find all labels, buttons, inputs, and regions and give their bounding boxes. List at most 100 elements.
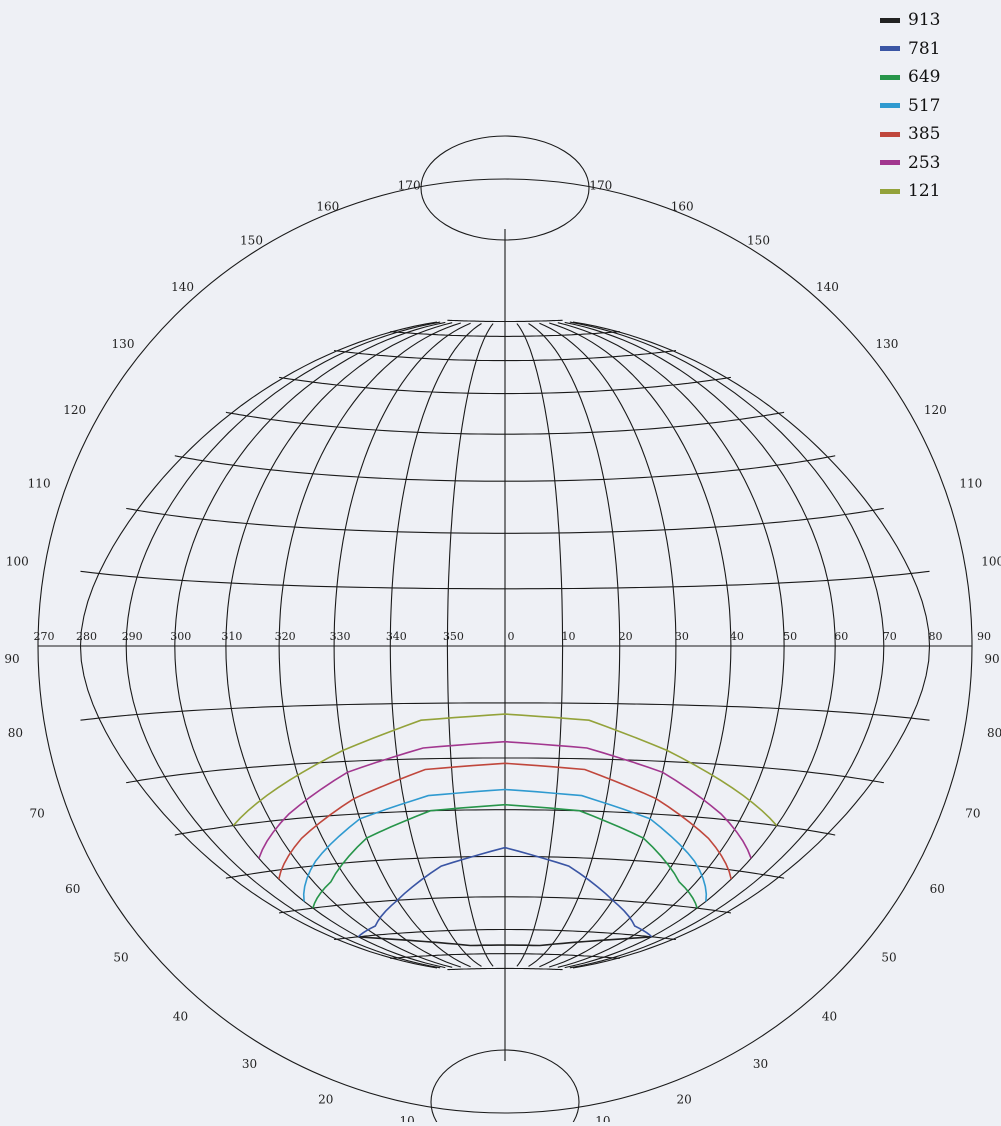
azimuth-label: 340 — [386, 630, 407, 643]
legend-label: 781 — [908, 38, 941, 59]
legend-item: 913 — [880, 6, 940, 35]
azimuth-label: 10 — [562, 630, 576, 643]
azimuth-label: 20 — [619, 630, 633, 643]
legend-item: 253 — [880, 149, 940, 178]
gamma-label-left: 150 — [240, 233, 263, 247]
c-plane-meridian — [549, 322, 732, 968]
gamma-label-right: 40 — [822, 1009, 837, 1023]
gamma-label-left: 50 — [113, 950, 128, 964]
legend-item: 517 — [880, 92, 940, 121]
azimuth-label: 310 — [221, 630, 242, 643]
c-plane-meridian — [572, 321, 931, 969]
legend-swatch — [880, 131, 900, 137]
gamma-label-right: 70 — [965, 807, 980, 821]
legend-item: 385 — [880, 120, 940, 149]
c-plane-meridian — [557, 322, 785, 968]
c-plane-meridian — [569, 321, 885, 969]
c-plane-meridian — [125, 321, 441, 969]
gamma-label-right: 120 — [924, 403, 947, 417]
legend-swatch — [880, 74, 900, 80]
legend-item: 649 — [880, 63, 940, 92]
legend-label: 649 — [908, 67, 941, 88]
gamma-label-right: 50 — [881, 950, 896, 964]
c-plane-meridian — [528, 323, 621, 967]
azimuth-label: 350 — [443, 630, 464, 643]
azimuth-label: 280 — [76, 630, 97, 643]
isolux-curve-913 — [358, 936, 652, 947]
gamma-label-right: 20 — [677, 1092, 692, 1106]
gamma-label-right: 90 — [984, 652, 999, 666]
azimuth-label: 90 — [977, 630, 991, 643]
gamma-label-left: 20 — [318, 1092, 333, 1106]
gamma-label-left: 30 — [242, 1057, 257, 1071]
azimuth-label: 60 — [834, 630, 848, 643]
azimuth-label: 50 — [783, 630, 797, 643]
legend-item: 121 — [880, 177, 940, 206]
isolux-curve-253 — [258, 740, 752, 859]
gamma-label-left: 160 — [316, 199, 339, 213]
legend-label: 385 — [908, 124, 941, 145]
legend-swatch — [880, 46, 900, 52]
azimuth-label: 290 — [122, 630, 143, 643]
gamma-label-left: 40 — [173, 1009, 188, 1023]
legend-label: 121 — [908, 181, 941, 202]
gamma-label-left: 60 — [65, 882, 80, 896]
gamma-label-left: 80 — [8, 726, 23, 740]
gamma-label-left: 110 — [28, 476, 51, 490]
isolux-curve-517 — [302, 788, 708, 902]
azimuth-label: 270 — [34, 630, 55, 643]
gamma-label-left: 120 — [63, 403, 86, 417]
gamma-label-right: 110 — [959, 476, 982, 490]
gamma-label-left: 170 — [398, 178, 421, 192]
gamma-parallel — [447, 319, 563, 323]
gamma-label-right: 140 — [816, 280, 839, 294]
gamma-label-right: 80 — [987, 726, 1001, 740]
c-plane-meridian — [516, 323, 564, 967]
gamma-label-right: 170 — [589, 178, 612, 192]
azimuth-label: 300 — [170, 630, 191, 643]
c-plane-meridian — [79, 321, 438, 969]
c-plane-meridian — [446, 323, 494, 967]
azimuth-label: 80 — [929, 630, 943, 643]
legend-swatch — [880, 188, 900, 194]
legend-swatch — [880, 17, 900, 23]
legend-label: 253 — [908, 152, 941, 173]
gamma-label-right: 160 — [671, 199, 694, 213]
gamma-label-right: 100 — [981, 554, 1001, 568]
c-plane-meridian — [539, 322, 677, 968]
isolux-curve-385 — [278, 762, 732, 880]
gamma-label-left: 130 — [112, 337, 135, 351]
isolux-curve-781 — [357, 846, 653, 938]
c-plane-meridian — [225, 322, 453, 968]
legend-swatch — [880, 160, 900, 166]
legend: 913 781 649 517 385 253 121 — [880, 6, 940, 206]
gamma-label-left: 140 — [171, 280, 194, 294]
azimuth-label: 330 — [330, 630, 351, 643]
gamma-label-right: 10 — [595, 1114, 610, 1122]
gamma-parallel — [447, 967, 563, 971]
azimuth-label: 320 — [275, 630, 296, 643]
gamma-label-left: 100 — [6, 554, 29, 568]
gamma-label-left: 10 — [399, 1114, 414, 1122]
gamma-label-left: 70 — [29, 807, 44, 821]
c-plane-meridian — [333, 322, 471, 968]
isolux-curve-649 — [312, 803, 698, 909]
legend-label: 913 — [908, 10, 941, 31]
isolux-curve-121 — [232, 713, 778, 827]
gamma-label-right: 30 — [753, 1057, 768, 1071]
c-plane-meridian — [278, 322, 461, 968]
legend-label: 517 — [908, 95, 941, 116]
gamma-label-right: 150 — [747, 233, 770, 247]
gamma-label-right: 60 — [930, 882, 945, 896]
gamma-label-left: 90 — [4, 652, 19, 666]
c-plane-meridian — [389, 323, 482, 967]
azimuth-label: 70 — [883, 630, 897, 643]
azimuth-label: 40 — [730, 630, 744, 643]
legend-item: 781 — [880, 35, 940, 64]
azimuth-label: 30 — [675, 630, 689, 643]
legend-swatch — [880, 103, 900, 109]
azimuth-label: 0 — [508, 630, 515, 643]
c-plane-meridian — [174, 321, 446, 969]
